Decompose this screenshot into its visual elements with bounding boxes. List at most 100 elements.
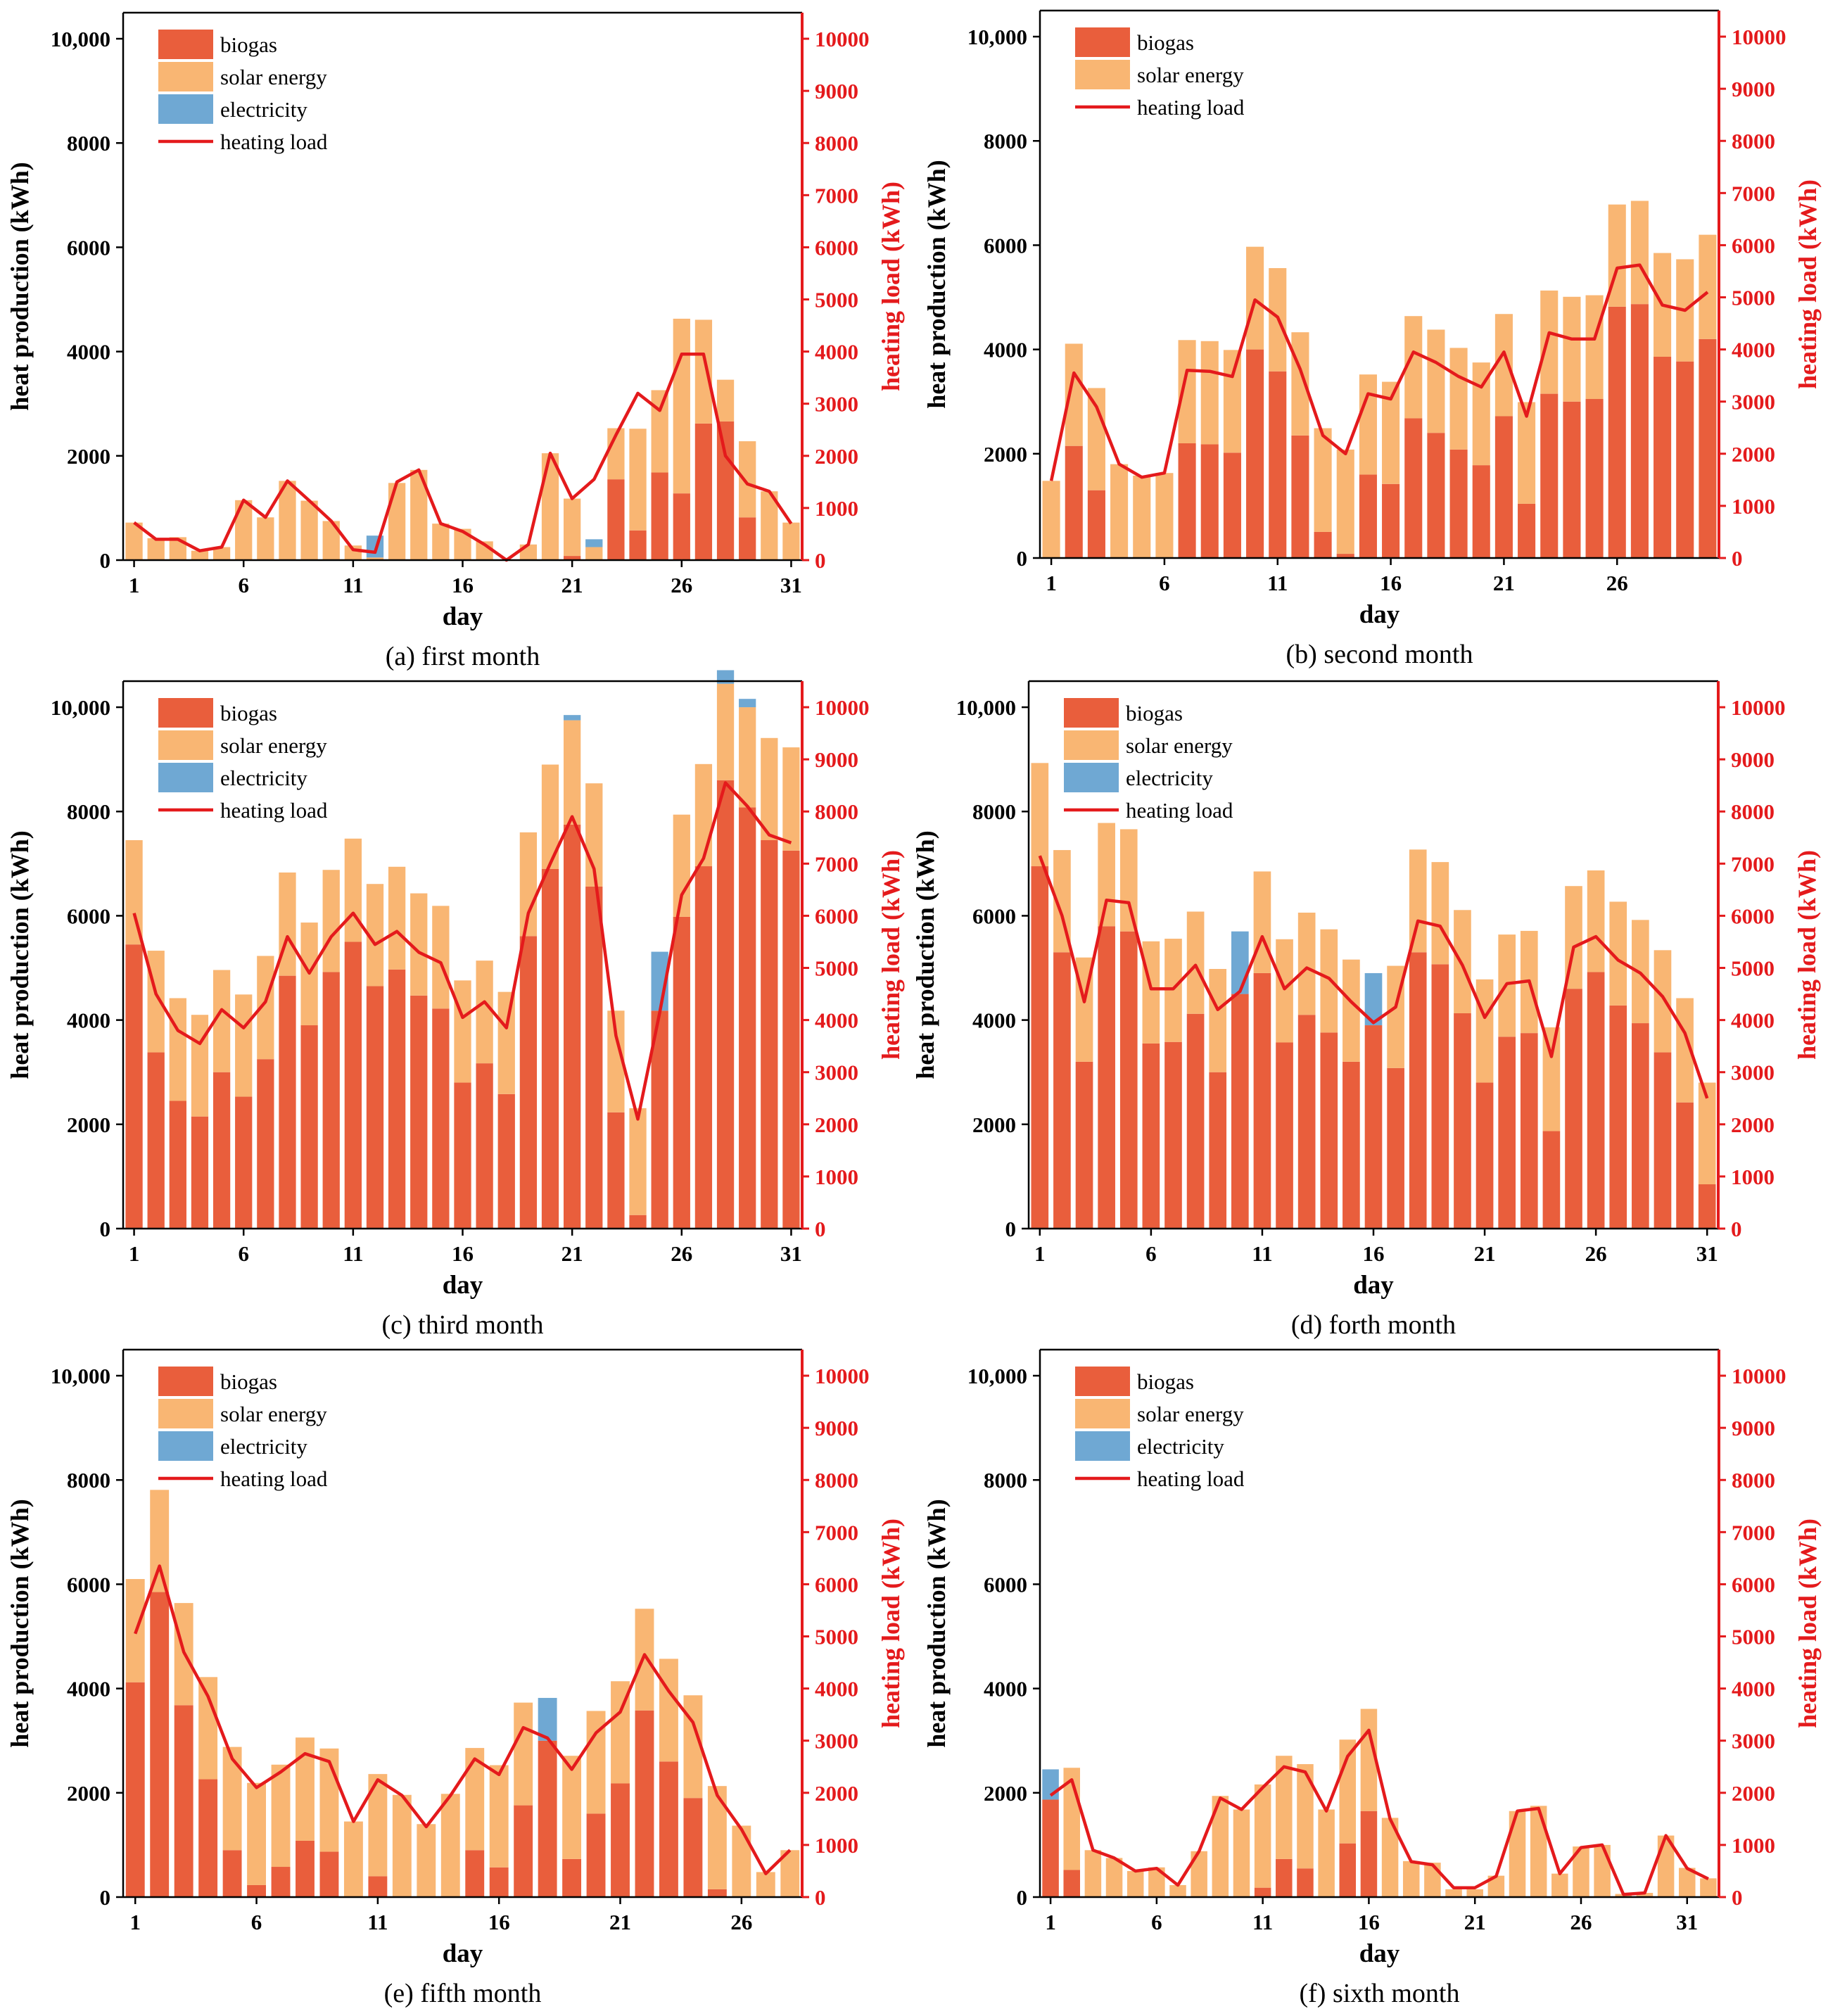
left-tick-label: 8000 <box>67 1468 110 1492</box>
bar-biogas-day-11 <box>1269 371 1287 558</box>
bar-solar-day-5 <box>1133 475 1151 558</box>
x-axis-label: day <box>443 602 483 631</box>
bar-solar-day-12 <box>366 557 384 560</box>
x-tick-label: 16 <box>452 573 474 597</box>
bar-solar-day-5 <box>222 1746 242 1851</box>
legend-label: heating load <box>220 129 328 154</box>
legend-label: biogas <box>1137 30 1194 55</box>
bar-biogas-day-17 <box>1404 418 1423 558</box>
legend-label: biogas <box>220 701 277 725</box>
bar-solar-day-4 <box>1110 464 1129 558</box>
bar-biogas-day-28 <box>716 421 735 560</box>
legend-label: heating load <box>220 1466 328 1491</box>
x-tick-label: 16 <box>488 1910 510 1934</box>
bar-biogas-day-23 <box>607 479 625 560</box>
bar-solar-day-21 <box>564 720 581 825</box>
bar-biogas-day-8 <box>279 975 296 1229</box>
bar-biogas-day-28 <box>1654 356 1672 558</box>
bar-biogas-day-16 <box>489 1867 509 1897</box>
bar-biogas-day-9 <box>1209 1072 1227 1229</box>
bar-solar-day-15 <box>1343 959 1360 1062</box>
legend-swatch-biogas <box>158 30 213 59</box>
bar-biogas-day-11 <box>344 942 362 1229</box>
bar-biogas-day-22 <box>585 886 603 1229</box>
bar-biogas-day-19 <box>562 1858 582 1897</box>
bar-solar-day-6 <box>235 994 253 1097</box>
bar-solar-day-27 <box>1630 201 1649 305</box>
bar-solar-day-9 <box>1209 969 1227 1072</box>
bar-solar-day-16 <box>489 1765 509 1868</box>
bar-biogas-day-7 <box>257 1059 274 1229</box>
bar-solar-day-15 <box>432 906 450 1009</box>
left-tick-label: 10,000 <box>956 695 1016 720</box>
bar-biogas-day-18 <box>1427 433 1445 558</box>
legend-swatch-electricity <box>158 94 213 124</box>
x-tick-label: 31 <box>780 573 802 597</box>
bar-solar-day-30 <box>761 491 778 560</box>
x-tick-label: 21 <box>1464 1910 1486 1934</box>
legend-label: biogas <box>220 32 277 57</box>
bars-group <box>1042 201 1717 558</box>
left-tick-label: 10,000 <box>967 1364 1027 1388</box>
bar-biogas-day-6 <box>235 1096 253 1229</box>
right-tick-label: 0 <box>815 1885 826 1910</box>
bar-solar-day-13 <box>388 866 406 970</box>
bar-biogas-day-3 <box>169 1101 186 1229</box>
bar-biogas-day-21 <box>564 556 581 560</box>
right-tick-label: 10000 <box>1732 25 1786 49</box>
legend-swatch-biogas <box>158 698 213 728</box>
bar-solar-day-23 <box>1509 1811 1526 1897</box>
x-tick-label: 1 <box>129 1910 141 1934</box>
bar-solar-day-4 <box>198 1677 218 1780</box>
bar-biogas-day-20 <box>541 868 559 1229</box>
bar-solar-day-8 <box>279 872 296 976</box>
bar-biogas-day-3 <box>1075 1061 1093 1229</box>
bar-biogas-day-23 <box>1540 393 1559 558</box>
right-tick-label: 10000 <box>815 27 870 51</box>
bar-biogas-day-18 <box>538 1740 557 1897</box>
bar-biogas-day-27 <box>1630 304 1649 558</box>
bar-solar-day-13 <box>1314 428 1332 532</box>
right-tick-label: 6000 <box>1732 1572 1775 1597</box>
bar-biogas-day-3 <box>174 1705 193 1897</box>
legend: biogas solar energy heating load <box>1075 27 1245 120</box>
x-tick-label: 26 <box>1585 1241 1607 1266</box>
bar-solar-day-19 <box>519 544 538 560</box>
left-tick-label: 0 <box>100 1217 111 1241</box>
bar-biogas-day-12 <box>1276 1858 1293 1897</box>
bar-biogas-day-9 <box>319 1851 339 1897</box>
left-tick-label: 10,000 <box>51 695 110 720</box>
bar-solar-day-18 <box>1402 1860 1420 1897</box>
bar-biogas-day-23 <box>607 1112 625 1229</box>
bar-biogas-day-29 <box>1676 361 1694 558</box>
legend-label: solar energy <box>220 65 327 89</box>
bar-biogas-day-15 <box>432 1008 450 1229</box>
bar-solar-day-31 <box>782 522 800 560</box>
bar-biogas-day-10 <box>322 972 340 1229</box>
bar-biogas-day-7 <box>271 1867 291 1897</box>
bar-solar-day-24 <box>629 1108 647 1215</box>
right-tick-label: 6000 <box>815 904 858 928</box>
right-tick-label: 3000 <box>1732 1729 1775 1754</box>
right-tick-label: 1000 <box>1732 1833 1775 1858</box>
x-tick-label: 31 <box>780 1241 802 1266</box>
bar-biogas-day-1 <box>1031 866 1049 1229</box>
bar-electricity-day-29 <box>739 699 756 708</box>
bar-solar-day-8 <box>1191 1851 1207 1897</box>
bar-biogas-day-20 <box>1454 1013 1471 1229</box>
y-axis-label-right: heating load (kWh) <box>877 850 905 1060</box>
bar-biogas-day-24 <box>1563 401 1581 558</box>
bar-solar-day-3 <box>1087 388 1105 490</box>
bar-solar-day-25 <box>651 390 668 473</box>
bar-biogas-day-29 <box>1654 1052 1672 1229</box>
heating-load-line <box>1049 263 1709 481</box>
bar-biogas-day-24 <box>629 1215 647 1229</box>
right-tick-label: 1000 <box>1731 1165 1775 1189</box>
x-tick-label: 21 <box>609 1910 631 1934</box>
legend-label: electricity <box>220 1434 307 1459</box>
bar-solar-day-4 <box>1098 823 1115 927</box>
right-tick-label: 1000 <box>1732 494 1775 519</box>
left-tick-label: 4000 <box>67 340 110 364</box>
right-tick-label: 8000 <box>815 799 858 824</box>
bar-biogas-day-24 <box>683 1798 703 1897</box>
